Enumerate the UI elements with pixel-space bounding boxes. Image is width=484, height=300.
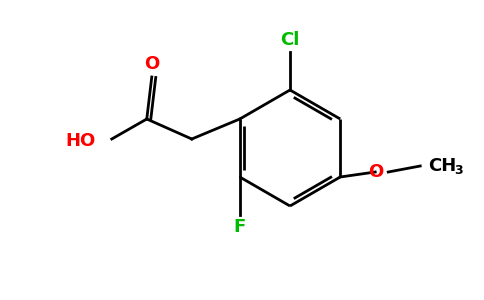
Text: CH: CH	[428, 157, 456, 175]
Text: O: O	[369, 163, 384, 181]
Text: Cl: Cl	[280, 31, 300, 49]
Text: F: F	[234, 218, 246, 236]
Text: 3: 3	[454, 164, 463, 176]
Text: HO: HO	[65, 132, 96, 150]
Text: O: O	[144, 55, 159, 73]
